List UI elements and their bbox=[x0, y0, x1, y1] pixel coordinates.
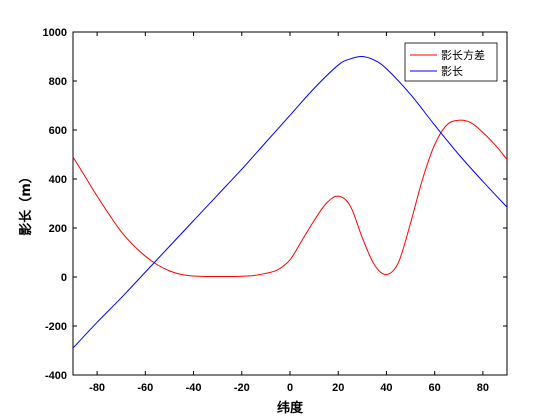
y-tick-label: -200 bbox=[45, 321, 67, 333]
y-tick-label: -400 bbox=[45, 370, 67, 382]
y-tick-label: 400 bbox=[49, 174, 67, 186]
x-tick-label: -40 bbox=[186, 382, 202, 394]
x-tick-label: -60 bbox=[137, 382, 153, 394]
x-tick-label: 20 bbox=[332, 382, 344, 394]
y-tick-label: 0 bbox=[61, 272, 67, 284]
y-tick-label: 600 bbox=[49, 125, 67, 137]
x-tick-label: -20 bbox=[234, 382, 250, 394]
x-tick-label: 0 bbox=[287, 382, 293, 394]
y-tick-label: 200 bbox=[49, 223, 67, 235]
x-tick-label: -80 bbox=[89, 382, 105, 394]
y-tick-label: 800 bbox=[49, 76, 67, 88]
x-axis-title: 纬度 bbox=[277, 400, 304, 416]
x-tick-label: 80 bbox=[477, 382, 489, 394]
legend-label-variance: 影长方差 bbox=[441, 48, 485, 62]
series-shadow-length-line bbox=[72, 55, 508, 349]
series-layer bbox=[72, 55, 508, 349]
x-tick-label: 60 bbox=[429, 382, 441, 394]
legend: 影长方差 影长 bbox=[404, 42, 498, 82]
axis-ticks: -80 -60 -40 -20 0 20 40 60 80-400-20002004006008… bbox=[43, 27, 507, 394]
plot-area bbox=[72, 31, 508, 376]
x-tick-label: 40 bbox=[380, 382, 392, 394]
y-tick-label: 1000 bbox=[43, 27, 67, 39]
y-axis-title: 影长（m） bbox=[18, 170, 34, 236]
series-variance-line bbox=[72, 119, 508, 278]
legend-box bbox=[404, 42, 498, 82]
legend-label-shadow-length: 影长 bbox=[441, 65, 463, 78]
